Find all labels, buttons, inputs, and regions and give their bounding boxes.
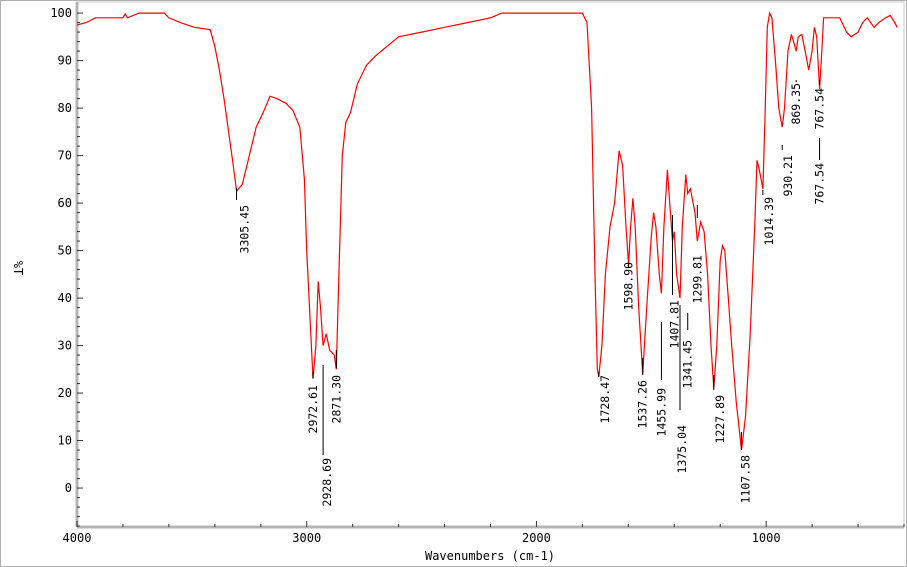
peak-label: 1455.99 (654, 388, 668, 437)
y-tick-label: 100 (50, 6, 72, 20)
peak-label: 3305.45 (238, 205, 252, 253)
y-tick-label: 40 (58, 291, 72, 305)
x-tick-label: 3000 (292, 531, 321, 545)
y-tick-label: 60 (58, 196, 72, 210)
y-tick-label: 50 (58, 244, 72, 258)
peak-label: 1598.90 (622, 262, 636, 311)
peak-label: 2928.69 (320, 458, 334, 507)
peak-label: 767.54 (813, 88, 827, 130)
peak-label: 1341.45 (681, 340, 695, 388)
peak-label: 1728.47 (598, 375, 612, 424)
y-tick-label: 90 (58, 54, 72, 68)
peak-label: 2972.61 (306, 385, 320, 434)
x-tick-label: 4000 (63, 531, 92, 545)
y-tick-label: 80 (58, 101, 72, 115)
peak-label: 1407.81 (667, 300, 681, 349)
y-tick-label: 30 (58, 339, 72, 353)
peak-label: 1375.04 (675, 425, 689, 474)
peak-label: 2871.30 (329, 375, 343, 424)
peak-label: 1227.89 (713, 395, 727, 444)
peak-label: 1107.58 (738, 455, 752, 504)
x-axis-title: Wavenumbers (cm-1) (425, 549, 555, 563)
spectrum-line (76, 11, 898, 451)
peak-label: 767.54 (813, 163, 827, 205)
x-tick-label: 1000 (752, 531, 781, 545)
y-tick-label: 0 (65, 481, 72, 495)
peak-label: 1014.39 (762, 197, 776, 246)
plot-frame (76, 1, 905, 528)
y-tick-label: 10 (58, 434, 72, 448)
y-tick-label: 20 (58, 386, 72, 400)
y-axis-title: %T (11, 261, 25, 275)
peak-label: 1299.81 (690, 255, 704, 304)
y-tick-label: 70 (58, 149, 72, 163)
peak-label: 869.35 (789, 83, 803, 125)
peak-label: 930.21 (781, 155, 795, 197)
x-tick-label: 2000 (522, 531, 551, 545)
peak-label: 1537.26 (636, 380, 650, 429)
